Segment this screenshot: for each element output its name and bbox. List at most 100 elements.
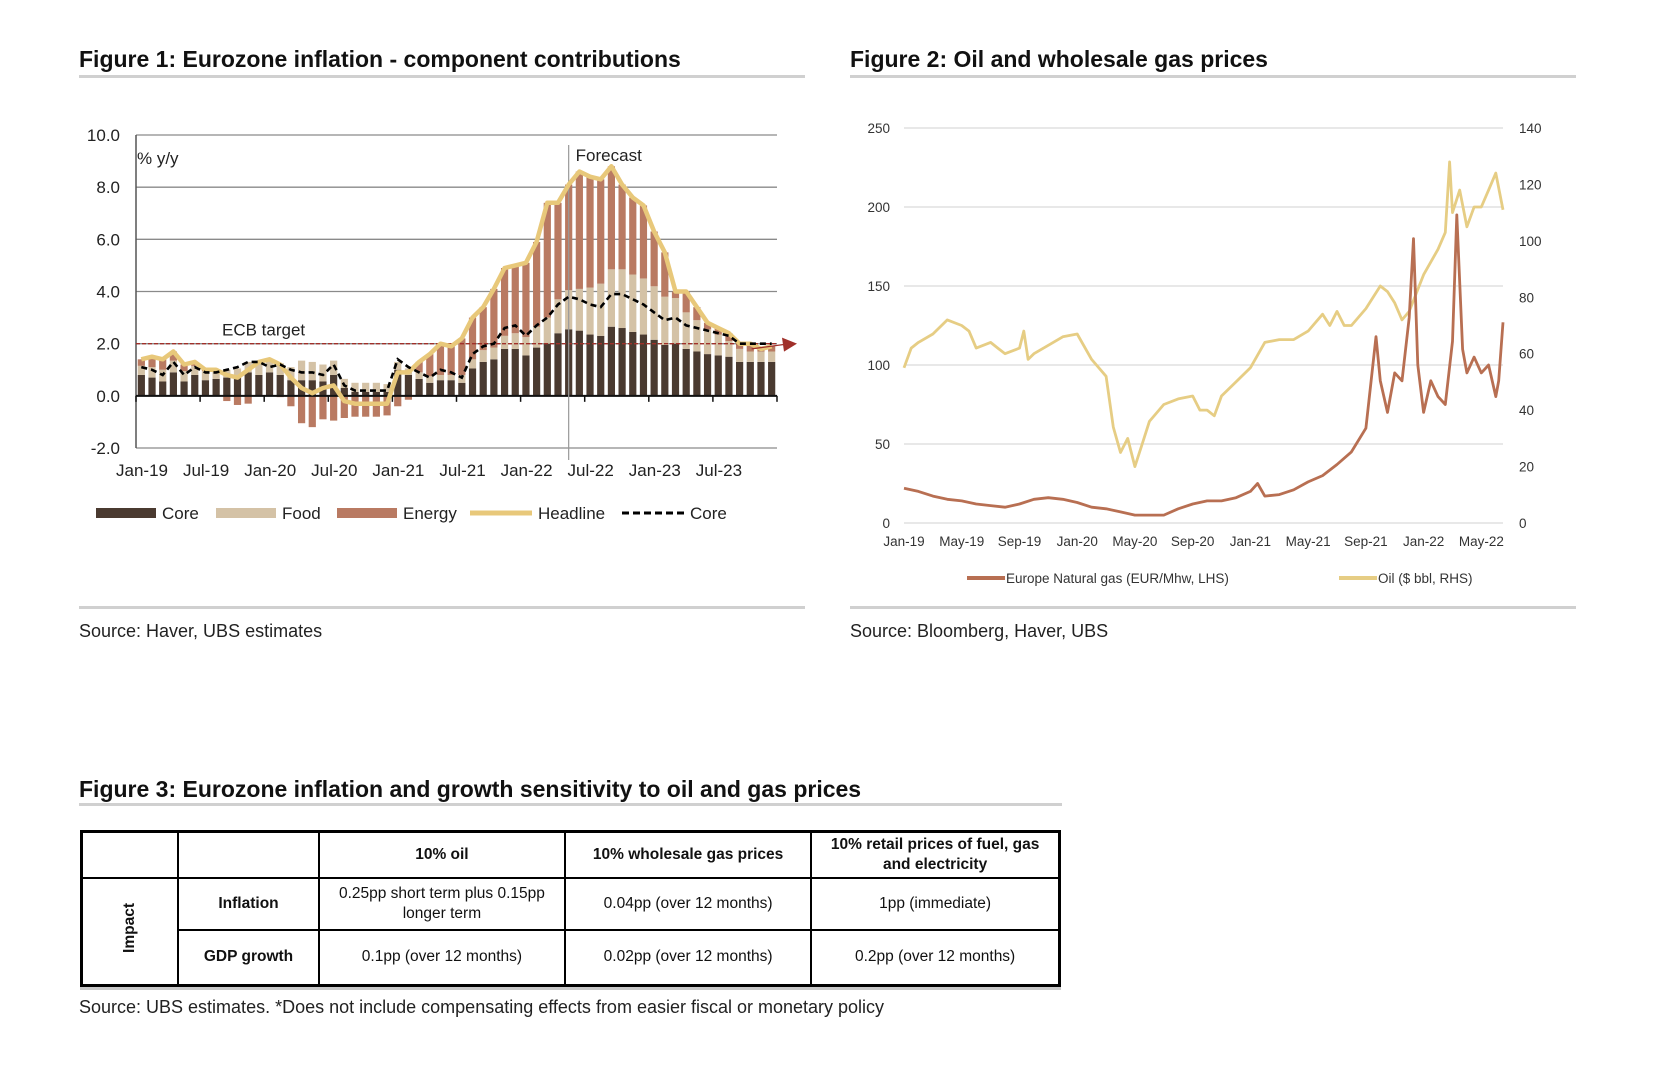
table-row: Impact Inflation 0.25pp short term plus … bbox=[80, 877, 1061, 987]
bar-energy bbox=[148, 356, 156, 368]
legend-core-line-label: Core bbox=[690, 504, 727, 523]
bar-energy bbox=[618, 184, 626, 270]
x-tick-label: Jul-23 bbox=[696, 461, 742, 480]
x-tick-label: Jan-21 bbox=[1230, 534, 1271, 549]
bar-energy bbox=[426, 354, 434, 377]
bar-energy bbox=[736, 343, 744, 349]
bar-core bbox=[757, 361, 765, 396]
legend-energy-swatch bbox=[337, 508, 397, 518]
y-tick-label: 8.0 bbox=[96, 178, 120, 197]
legend-headline-label: Headline bbox=[538, 504, 605, 523]
legend-energy-label: Energy bbox=[403, 504, 457, 523]
x-tick-label: Sep-19 bbox=[998, 534, 1042, 549]
bar-core bbox=[618, 328, 626, 396]
bar-food bbox=[191, 365, 199, 375]
bar-core bbox=[500, 348, 509, 396]
bar-core bbox=[682, 348, 690, 396]
figure1-title-underline bbox=[79, 75, 805, 78]
table-cell: 0.25pp short term plus 0.15pp longer ter… bbox=[317, 877, 566, 932]
bar-core bbox=[340, 388, 348, 396]
bar-core bbox=[148, 377, 156, 396]
bar-energy bbox=[682, 291, 690, 313]
bar-energy bbox=[447, 346, 455, 375]
bar-food bbox=[661, 296, 669, 345]
bar-core bbox=[736, 361, 744, 396]
legend-gas-label: Europe Natural gas (EUR/Mhw, LHS) bbox=[1006, 571, 1229, 586]
y-tick-label: 2.0 bbox=[96, 335, 120, 354]
bar-energy bbox=[308, 395, 316, 428]
bar-food bbox=[265, 360, 274, 373]
bar-core bbox=[671, 343, 680, 396]
bar-food bbox=[543, 317, 551, 344]
bar-energy bbox=[725, 333, 733, 342]
bar-energy bbox=[287, 395, 295, 407]
bar-food bbox=[319, 364, 327, 382]
bar-core bbox=[137, 374, 145, 396]
bar-energy bbox=[362, 395, 370, 417]
sensitivity-table: 10% oil 10% wholesale gas prices 10% ret… bbox=[80, 830, 1061, 987]
bar-energy bbox=[768, 346, 776, 352]
bar-food bbox=[383, 384, 391, 392]
left-y-tick-label: 250 bbox=[867, 121, 890, 136]
bar-food bbox=[533, 326, 541, 348]
table-cell: 0.02pp (over 12 months) bbox=[563, 929, 813, 987]
bar-food bbox=[436, 374, 445, 381]
bar-core bbox=[703, 354, 712, 396]
right-y-tick-label: 120 bbox=[1519, 177, 1542, 192]
x-tick-label: Sep-21 bbox=[1344, 534, 1388, 549]
bar-core bbox=[394, 369, 402, 396]
bar-food bbox=[703, 329, 712, 355]
y-tick-label: 10.0 bbox=[87, 126, 120, 145]
bar-core bbox=[191, 374, 199, 396]
bar-energy bbox=[340, 395, 348, 419]
x-tick-label: May-20 bbox=[1112, 534, 1157, 549]
x-tick-label: Jan-21 bbox=[372, 461, 424, 480]
bar-energy bbox=[629, 197, 637, 275]
bar-core bbox=[436, 380, 445, 396]
figure1-chart: 10.0 8.0 6.0 4.0 2.0 0.0 -2.0 Jan-19 Jul-19 Jan-2… bbox=[87, 126, 797, 523]
figure3-title: Figure 3: Eurozone inflation and growth … bbox=[79, 776, 862, 802]
bar-food bbox=[415, 372, 423, 379]
table-row: GDP growth 0.1pp (over 12 months) 0.02pp… bbox=[82, 929, 1061, 987]
bar-energy bbox=[319, 395, 327, 420]
bar-food bbox=[757, 351, 765, 362]
bar-food bbox=[629, 274, 637, 332]
bar-food bbox=[768, 351, 776, 362]
x-tick-label: Jan-22 bbox=[501, 461, 553, 480]
bar-food bbox=[169, 360, 177, 373]
bar-core bbox=[233, 376, 242, 396]
left-y-tick-label: 100 bbox=[867, 358, 890, 373]
x-tick-label: May-19 bbox=[939, 534, 984, 549]
legend-oil-label: Oil ($ bbl, RHS) bbox=[1378, 571, 1473, 586]
bar-core bbox=[351, 391, 359, 396]
bar-energy bbox=[159, 359, 167, 370]
bar-food bbox=[394, 361, 402, 370]
y-tick-label: 6.0 bbox=[96, 230, 120, 249]
bar-energy bbox=[436, 343, 445, 375]
bar-core bbox=[661, 344, 669, 396]
bar-energy bbox=[372, 395, 380, 417]
bar-core bbox=[533, 347, 541, 396]
right-y-tick-label: 80 bbox=[1519, 290, 1534, 305]
right-y-tick-label: 0 bbox=[1519, 516, 1527, 531]
bar-core bbox=[725, 356, 733, 396]
x-tick-label: Sep-20 bbox=[1171, 534, 1215, 549]
table-corner-cell bbox=[177, 830, 320, 880]
bar-energy bbox=[137, 359, 145, 366]
bar-food bbox=[297, 360, 306, 381]
bar-food bbox=[255, 363, 263, 375]
left-y-tick-label: 150 bbox=[867, 279, 890, 294]
bar-energy bbox=[244, 395, 252, 404]
bar-energy bbox=[714, 328, 722, 335]
bar-energy bbox=[468, 317, 477, 360]
bar-energy bbox=[661, 252, 669, 297]
bar-core bbox=[287, 380, 295, 396]
right-y-tick-label: 40 bbox=[1519, 403, 1534, 418]
x-tick-label: Jan-22 bbox=[1403, 534, 1444, 549]
bar-food bbox=[479, 350, 487, 362]
bar-food bbox=[201, 371, 210, 381]
impact-group-cell: Impact bbox=[80, 877, 180, 987]
bar-core bbox=[265, 372, 274, 396]
figure3-source: Source: UBS estimates. *Does not include… bbox=[79, 997, 885, 1017]
table-cell: 0.04pp (over 12 months) bbox=[563, 877, 813, 932]
